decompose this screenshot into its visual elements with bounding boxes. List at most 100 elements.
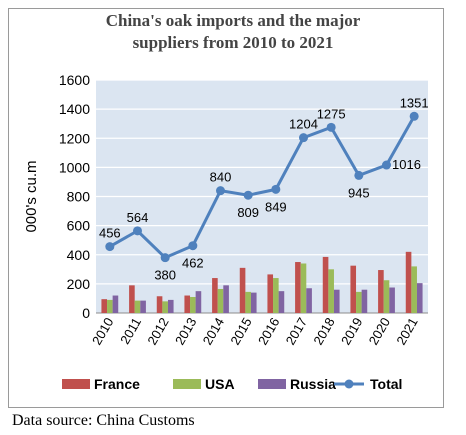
bar-france-2021 xyxy=(405,251,412,313)
x-tick-label: 2012 xyxy=(144,315,171,348)
bar-russia-2010 xyxy=(112,295,119,313)
point-total-2014 xyxy=(216,186,225,196)
y-tick-label: 1400 xyxy=(59,101,90,117)
bar-france-2020 xyxy=(378,270,384,313)
x-tick-label: 2014 xyxy=(200,315,227,348)
legend-label: USA xyxy=(205,376,235,392)
legend-item-usa: USA xyxy=(173,376,235,392)
bar-russia-2019 xyxy=(361,289,368,313)
x-tick-label: 2018 xyxy=(310,315,337,348)
series-line-total xyxy=(109,115,416,260)
bar-russia-2018 xyxy=(333,289,340,313)
y-tick-label: 1000 xyxy=(59,159,90,175)
point-total-2021 xyxy=(409,111,419,121)
bar-russia-2017 xyxy=(306,288,312,313)
chart-title: China's oak imports and the major suppli… xyxy=(0,10,466,54)
data-label-total: 945 xyxy=(348,185,370,200)
data-label-total: 380 xyxy=(154,268,176,283)
chart-title-line-2: suppliers from 2010 to 2021 xyxy=(132,33,334,52)
bar-usa-2011 xyxy=(134,300,141,313)
chart-title-line-1: China's oak imports and the major xyxy=(105,11,361,30)
x-tick-label: 2015 xyxy=(227,315,254,348)
data-label-total: 456 xyxy=(99,226,121,241)
y-tick-label: 800 xyxy=(67,189,91,205)
bar-russia-2014 xyxy=(223,285,229,313)
bar-russia-2011 xyxy=(140,300,146,313)
legend-marker xyxy=(344,379,354,389)
bar-france-2012 xyxy=(156,296,163,313)
x-tick-label: 2021 xyxy=(393,315,420,348)
x-tick-label: 2019 xyxy=(338,315,365,348)
bar-usa-2013 xyxy=(190,296,196,313)
bar-russia-2020 xyxy=(389,287,395,313)
y-tick-label: 1600 xyxy=(59,72,90,88)
bar-usa-2020 xyxy=(383,280,390,313)
bar-usa-2018 xyxy=(328,269,334,313)
bar-france-2010 xyxy=(101,299,108,313)
bar-russia-2012 xyxy=(167,299,174,313)
data-label-total: 1204 xyxy=(289,117,318,132)
data-label-total: 809 xyxy=(237,205,259,220)
data-label-total: 840 xyxy=(210,170,232,185)
bar-usa-2012 xyxy=(162,301,168,313)
legend-item-russia: Russia xyxy=(258,376,336,392)
point-total-2017 xyxy=(299,133,308,143)
bar-russia-2016 xyxy=(278,291,285,313)
data-source-note: Data source: China Customs xyxy=(12,412,195,429)
point-total-2018 xyxy=(326,122,336,132)
legend-swatch xyxy=(258,379,286,389)
bar-usa-2017 xyxy=(300,263,307,313)
point-total-2010 xyxy=(105,242,115,252)
legend-label: Russia xyxy=(290,376,336,392)
bar-usa-2021 xyxy=(411,266,417,313)
data-label-total: 1275 xyxy=(317,106,346,121)
y-tick-label: 400 xyxy=(67,247,91,263)
point-total-2015 xyxy=(243,190,253,200)
bar-russia-2021 xyxy=(416,283,423,313)
bar-france-2014 xyxy=(212,278,218,313)
point-total-2012 xyxy=(160,253,170,263)
legend-label: France xyxy=(94,376,140,392)
bar-france-2013 xyxy=(184,295,191,313)
bar-russia-2013 xyxy=(195,291,202,313)
x-tick-label: 2010 xyxy=(89,315,116,348)
bar-france-2018 xyxy=(322,256,329,313)
x-tick-label: 2011 xyxy=(117,315,144,347)
point-total-2020 xyxy=(382,160,391,170)
bar-usa-2019 xyxy=(356,291,362,313)
y-tick-label: 0 xyxy=(82,305,90,321)
legend-item-total: Total xyxy=(334,376,402,392)
bar-france-2016 xyxy=(267,274,274,313)
data-label-total: 1351 xyxy=(400,95,429,110)
bar-usa-2015 xyxy=(245,291,251,313)
data-label-total: 849 xyxy=(265,199,287,214)
legend-label: Total xyxy=(370,376,402,392)
y-tick-label: 600 xyxy=(67,218,91,234)
x-tick-label: 2020 xyxy=(366,315,393,348)
x-tick-label: 2017 xyxy=(283,315,310,348)
legend-item-france: France xyxy=(62,376,140,392)
bar-france-2015 xyxy=(239,267,246,313)
data-label-total: 1016 xyxy=(392,157,421,172)
bar-usa-2010 xyxy=(107,299,113,313)
bar-usa-2016 xyxy=(273,278,279,313)
data-label-total: 564 xyxy=(127,210,149,225)
point-total-2011 xyxy=(133,226,142,236)
legend-swatch xyxy=(173,379,201,389)
data-label-total: 462 xyxy=(182,256,204,271)
bar-france-2011 xyxy=(129,285,135,313)
y-tick-label: 1200 xyxy=(59,130,90,146)
point-total-2016 xyxy=(271,184,281,194)
y-tick-label: 200 xyxy=(67,276,91,292)
point-total-2019 xyxy=(354,170,364,180)
y-axis-label: 000's cu.m xyxy=(23,160,40,232)
point-total-2013 xyxy=(188,241,198,251)
bar-russia-2015 xyxy=(250,292,257,313)
bar-france-2019 xyxy=(350,265,357,313)
bar-usa-2014 xyxy=(217,288,224,313)
legend-swatch xyxy=(62,379,90,389)
bar-france-2017 xyxy=(295,262,301,313)
x-tick-label: 2016 xyxy=(255,315,282,348)
x-tick-label: 2013 xyxy=(172,315,199,348)
